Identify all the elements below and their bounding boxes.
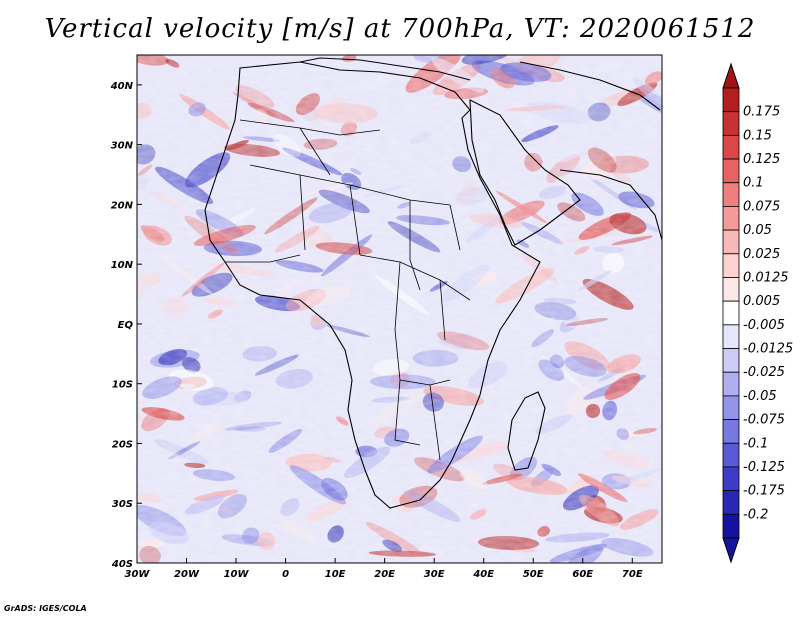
lon-tick-label: 10E bbox=[325, 569, 346, 580]
grads-credit: GrADS: IGES/COLA bbox=[4, 604, 87, 613]
madagascar-coastline bbox=[507, 391, 546, 471]
lon-tick-label: 70E bbox=[622, 569, 643, 580]
colorbar-segment bbox=[722, 490, 740, 515]
colorbar-segment bbox=[722, 158, 740, 184]
colorbar-label: 0.025 bbox=[743, 247, 780, 262]
colorbar-segment bbox=[722, 182, 740, 207]
lat-tick-label: 20S bbox=[112, 439, 133, 450]
plot-frame bbox=[136, 54, 663, 564]
colorbar-label: 0.075 bbox=[743, 199, 780, 214]
colorbar-segment bbox=[722, 324, 740, 349]
colorbar-label: 0.1 bbox=[743, 176, 764, 191]
map-title: Vertical velocity [m/s] at 700hPa, VT: 2… bbox=[44, 14, 756, 44]
mediterranean-coastline bbox=[299, 57, 471, 81]
lon-tick-label: 20E bbox=[374, 569, 395, 580]
colorbar-segment bbox=[722, 348, 740, 373]
lat-tick-label: 30S bbox=[112, 499, 133, 510]
lat-tick-label: 10N bbox=[111, 260, 134, 271]
lat-tick-label: 30N bbox=[111, 141, 134, 152]
lon-tick-label: 60E bbox=[572, 569, 593, 580]
lon-tick-label: 50E bbox=[523, 569, 544, 580]
colorbar-top-arrow bbox=[722, 62, 740, 89]
lon-tick-label: 10W bbox=[224, 569, 250, 580]
colorbar-segment bbox=[722, 206, 740, 231]
colorbar-label: -0.125 bbox=[743, 460, 785, 475]
colorbar-segment bbox=[722, 277, 740, 302]
colorbar-segment bbox=[722, 87, 740, 113]
lat-tick-label: EQ bbox=[118, 320, 134, 331]
lat-tick-label: 20N bbox=[111, 200, 134, 211]
colorbar-label: -0.025 bbox=[743, 365, 785, 380]
colorbar-label: 0.175 bbox=[743, 105, 780, 120]
iran-coastline bbox=[519, 61, 662, 241]
colorbar-label: 0.125 bbox=[743, 152, 780, 167]
colorbar-segment bbox=[722, 253, 740, 278]
colorbar-label: 0.15 bbox=[743, 128, 772, 143]
colorbar-label: -0.175 bbox=[743, 484, 785, 499]
colorbar-segment bbox=[722, 442, 740, 468]
colorbar-label: 0.0125 bbox=[743, 270, 789, 285]
colorbar-segment bbox=[722, 134, 740, 160]
lat-tick-label: 10S bbox=[112, 380, 133, 391]
colorbar-label: 0.005 bbox=[743, 294, 780, 309]
colorbar-segment bbox=[722, 513, 740, 539]
colorbar-segment bbox=[722, 229, 740, 255]
colorbar-segment bbox=[722, 395, 740, 420]
colorbar-segment bbox=[722, 300, 740, 326]
colorbar-label: 0.05 bbox=[743, 223, 772, 238]
colorbar-label: -0.005 bbox=[743, 318, 785, 333]
latitude-axis: 40N 30N 20N 10N EQ 10S 20S 30S 40S bbox=[110, 81, 142, 570]
lon-tick-label: 30W bbox=[125, 569, 151, 580]
colorbar: 0.175 0.15 0.125 0.1 0.075 0.05 0.025 0.0125 0.0… bbox=[722, 62, 793, 564]
colorbar-segment bbox=[722, 111, 740, 136]
lon-tick-label: 40E bbox=[472, 569, 494, 580]
lat-tick-label: 40N bbox=[110, 81, 134, 92]
colorbar-label: -0.0125 bbox=[743, 342, 793, 357]
longitude-axis: 30W 20W 10W 0 10E 20E 30E 40E 50E 60E 70E bbox=[125, 558, 643, 580]
colorbar-segment bbox=[722, 466, 740, 492]
colorbar-bottom-arrow bbox=[722, 537, 740, 564]
lon-tick-label: 20W bbox=[174, 569, 200, 580]
colorbar-label: -0.05 bbox=[743, 389, 777, 404]
lon-tick-label: 0 bbox=[282, 569, 289, 580]
colorbar-segment bbox=[722, 371, 740, 397]
vertical-velocity-field bbox=[137, 55, 662, 563]
colorbar-segment bbox=[722, 419, 740, 444]
africa-coastline bbox=[204, 61, 541, 509]
lon-tick-label: 30E bbox=[424, 569, 445, 580]
colorbar-label: -0.1 bbox=[743, 436, 768, 451]
country-borders bbox=[225, 119, 471, 461]
colorbar-label: -0.075 bbox=[743, 413, 785, 428]
colorbar-label: -0.2 bbox=[743, 507, 768, 522]
arabia-coastline bbox=[469, 99, 581, 246]
lat-tick-label: 40S bbox=[111, 559, 133, 570]
